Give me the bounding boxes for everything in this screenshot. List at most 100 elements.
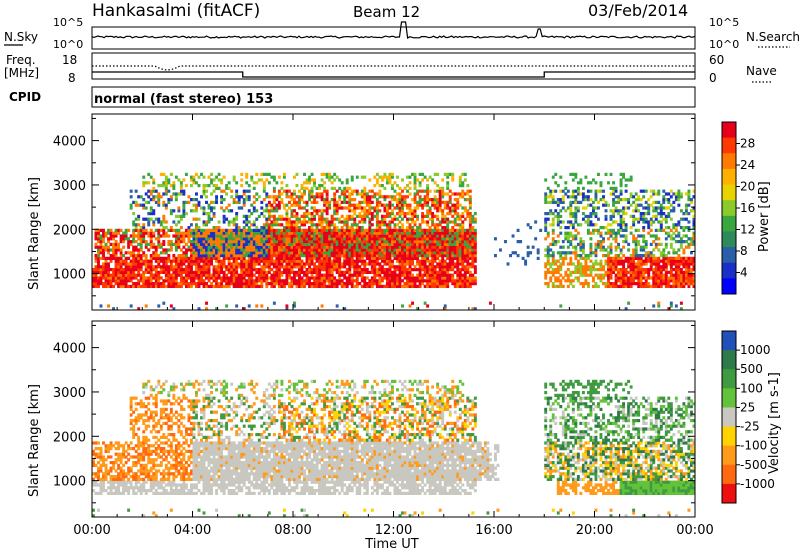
power-cell bbox=[293, 276, 296, 280]
power-cell bbox=[197, 242, 201, 246]
power-cell bbox=[182, 251, 186, 255]
power-cell bbox=[441, 192, 445, 196]
power-cell bbox=[197, 228, 201, 232]
power-cell bbox=[564, 181, 568, 185]
power-cell bbox=[139, 256, 143, 260]
power-cell bbox=[184, 242, 188, 246]
power-cell bbox=[426, 279, 430, 283]
power-cell bbox=[604, 226, 608, 230]
power-cell bbox=[275, 276, 279, 280]
power-cell bbox=[348, 273, 352, 277]
power-cell bbox=[202, 234, 206, 238]
power-cell bbox=[365, 192, 369, 196]
power-cell bbox=[257, 279, 261, 283]
power-cell bbox=[591, 212, 595, 216]
power-cell bbox=[104, 276, 108, 280]
power-cell bbox=[245, 172, 249, 176]
power-cell bbox=[345, 248, 349, 252]
power-cell bbox=[97, 268, 100, 272]
power-cell bbox=[609, 172, 613, 176]
power-cell bbox=[102, 268, 105, 272]
power-cell bbox=[142, 270, 146, 274]
power-cell bbox=[353, 245, 357, 249]
power-cell bbox=[428, 237, 432, 241]
power-cell bbox=[192, 256, 196, 260]
power-cell bbox=[418, 259, 422, 263]
power-cell bbox=[303, 237, 306, 241]
power-cell bbox=[323, 217, 327, 221]
power-cell bbox=[468, 270, 472, 274]
power-cell bbox=[388, 175, 392, 179]
power-cell bbox=[365, 198, 369, 202]
power-cell bbox=[639, 189, 643, 193]
power-cell bbox=[355, 237, 359, 241]
power-cell bbox=[335, 209, 339, 213]
power-cell bbox=[330, 265, 334, 269]
power-cell bbox=[265, 256, 269, 260]
power-cell bbox=[607, 245, 610, 249]
power-cell bbox=[453, 228, 457, 232]
power-cell bbox=[609, 273, 613, 277]
power-cell bbox=[280, 214, 284, 218]
power-cell bbox=[591, 279, 595, 283]
freq-tick-top: 18 bbox=[62, 53, 77, 67]
power-cell bbox=[398, 234, 402, 238]
power-cell bbox=[245, 262, 249, 266]
power-cell bbox=[104, 273, 108, 277]
power-cell bbox=[375, 273, 379, 277]
power-cell bbox=[433, 181, 437, 185]
power-cell bbox=[380, 248, 384, 252]
power-cell bbox=[94, 268, 98, 272]
power-cell bbox=[142, 259, 146, 263]
power-cell bbox=[310, 248, 314, 252]
power-cell bbox=[561, 189, 565, 193]
power-cell bbox=[345, 256, 349, 260]
power-cell bbox=[270, 206, 274, 210]
power-cell bbox=[335, 240, 339, 244]
power-cell bbox=[157, 237, 161, 241]
power-cell bbox=[287, 256, 291, 260]
power-cell bbox=[446, 262, 450, 266]
power-cell bbox=[649, 251, 653, 255]
power-cell bbox=[262, 209, 266, 213]
power-cell bbox=[363, 254, 367, 258]
power-cell bbox=[360, 279, 364, 283]
power-cell bbox=[597, 172, 600, 176]
power-cell bbox=[360, 217, 364, 221]
power-cell bbox=[463, 237, 467, 241]
power-cell bbox=[235, 273, 239, 277]
power-cell bbox=[564, 256, 568, 260]
power-cell bbox=[303, 262, 306, 266]
power-cell bbox=[426, 203, 430, 207]
power-cell bbox=[202, 212, 206, 216]
power-cell bbox=[230, 220, 234, 224]
power-cell bbox=[634, 265, 638, 269]
power-cell bbox=[385, 212, 389, 216]
power-cell bbox=[149, 237, 153, 241]
power-cell bbox=[220, 231, 224, 235]
power-cell bbox=[345, 206, 349, 210]
power-cell bbox=[619, 284, 623, 288]
power-cell bbox=[428, 231, 432, 235]
power-cell bbox=[649, 228, 653, 232]
power-cell bbox=[604, 248, 608, 252]
power-cell bbox=[343, 242, 347, 246]
power-cell bbox=[579, 240, 583, 244]
power-cell bbox=[383, 270, 387, 274]
power-cell bbox=[385, 273, 389, 277]
power-cell bbox=[338, 282, 342, 286]
power-cell bbox=[649, 265, 653, 269]
power-cell bbox=[174, 276, 178, 280]
power-cell bbox=[333, 282, 337, 286]
power-cell bbox=[358, 206, 362, 210]
power-cell bbox=[581, 242, 585, 246]
power-cell bbox=[350, 217, 354, 221]
power-cell bbox=[624, 178, 628, 182]
power-cell bbox=[333, 206, 337, 210]
power-cell bbox=[642, 270, 646, 274]
power-cell bbox=[315, 226, 319, 230]
power-cell bbox=[280, 181, 284, 185]
power-cell bbox=[230, 262, 234, 266]
power-cell bbox=[624, 237, 628, 241]
power-cell bbox=[388, 268, 392, 272]
